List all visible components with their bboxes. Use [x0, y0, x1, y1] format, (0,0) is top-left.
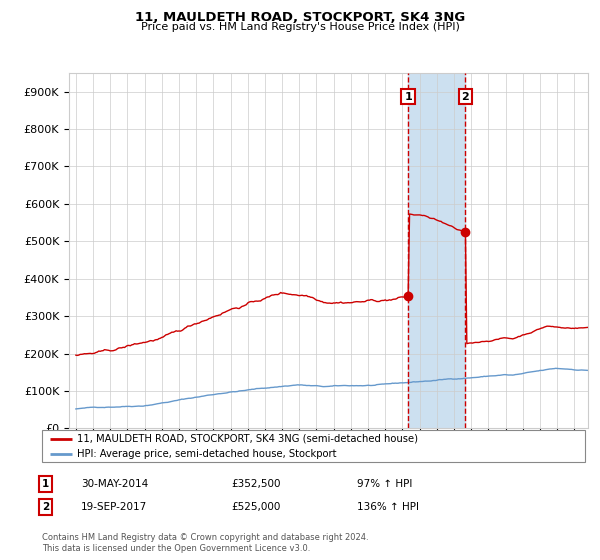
- Text: 30-MAY-2014: 30-MAY-2014: [81, 479, 148, 489]
- Bar: [408, 73, 466, 428]
- Text: 1: 1: [404, 91, 412, 101]
- Text: 136% ↑ HPI: 136% ↑ HPI: [357, 502, 419, 512]
- Text: Price paid vs. HM Land Registry's House Price Index (HPI): Price paid vs. HM Land Registry's House …: [140, 22, 460, 32]
- Text: 19-SEP-2017: 19-SEP-2017: [81, 502, 147, 512]
- Text: £352,500: £352,500: [231, 479, 281, 489]
- Text: 11, MAULDETH ROAD, STOCKPORT, SK4 3NG (semi-detached house): 11, MAULDETH ROAD, STOCKPORT, SK4 3NG (s…: [77, 433, 418, 444]
- Text: HPI: Average price, semi-detached house, Stockport: HPI: Average price, semi-detached house,…: [77, 449, 337, 459]
- Text: £525,000: £525,000: [231, 502, 280, 512]
- Text: 97% ↑ HPI: 97% ↑ HPI: [357, 479, 412, 489]
- Text: 1: 1: [42, 479, 49, 489]
- Text: Contains HM Land Registry data © Crown copyright and database right 2024.
This d: Contains HM Land Registry data © Crown c…: [42, 533, 368, 553]
- Text: 2: 2: [461, 91, 469, 101]
- Text: 2: 2: [42, 502, 49, 512]
- Text: 11, MAULDETH ROAD, STOCKPORT, SK4 3NG: 11, MAULDETH ROAD, STOCKPORT, SK4 3NG: [135, 11, 465, 24]
